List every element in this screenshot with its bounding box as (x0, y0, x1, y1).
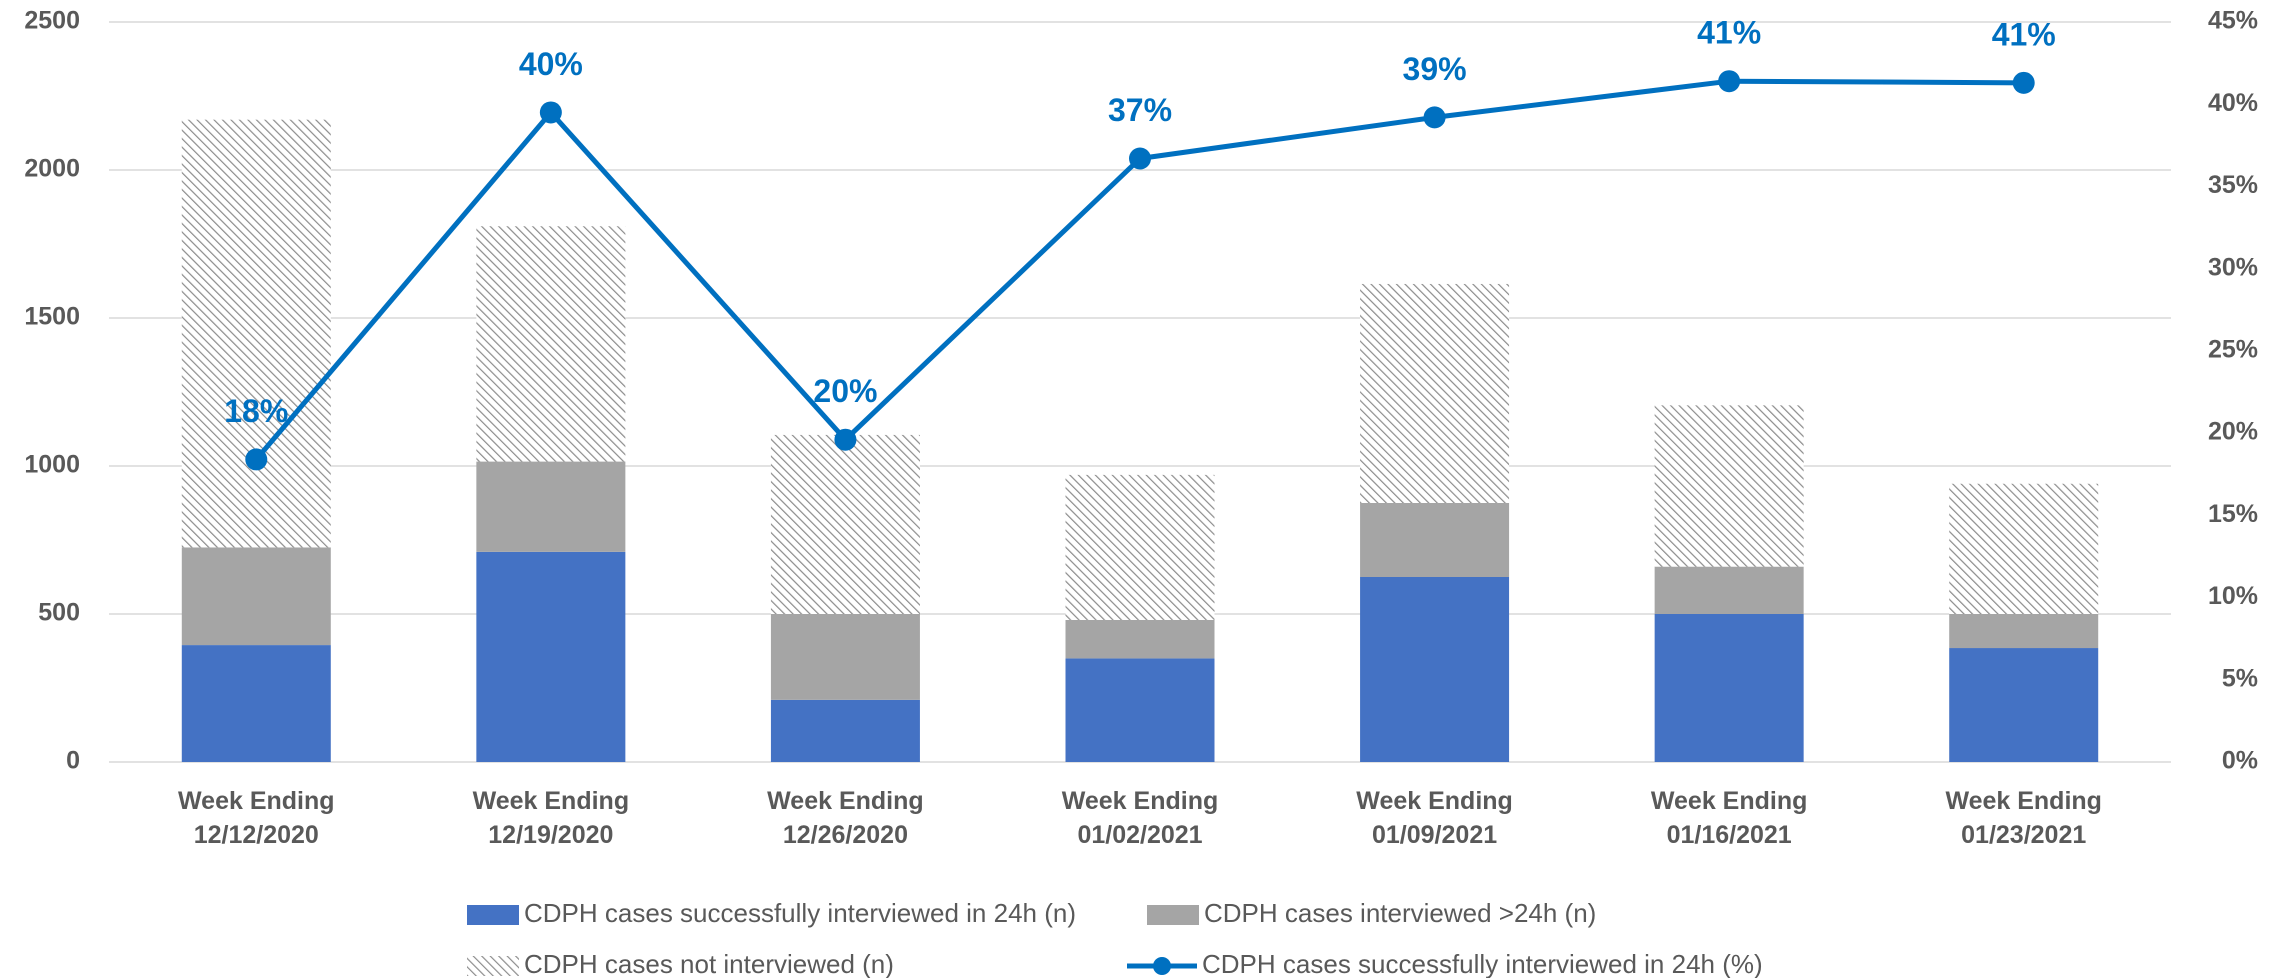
y2-tick-label: 15% (2208, 500, 2258, 528)
bar (770, 699, 920, 762)
data-label: 39% (1403, 51, 1467, 87)
y-tick-label: 1000 (24, 451, 80, 479)
point (2012, 71, 2035, 94)
data-label: 20% (813, 373, 877, 409)
bar (1654, 614, 1804, 762)
legend-swatch (467, 905, 519, 925)
legend-label: CDPH cases interviewed >24h (n) (1204, 898, 1596, 928)
legend-item: CDPH cases interviewed >24h (n) (1147, 898, 1596, 928)
legend-swatch (467, 956, 519, 976)
y2-tick-label: 20% (2208, 418, 2258, 446)
x-tick-label: Week Ending 12/26/2020 (767, 787, 924, 849)
legend-item: CDPH cases not interviewed (n) (467, 949, 894, 978)
bar (1065, 619, 1215, 659)
bar (1949, 614, 2099, 649)
bar (1065, 658, 1215, 762)
x-tick-label: Week Ending 01/09/2021 (1356, 787, 1513, 849)
legend-item: CDPH cases successfully interviewed in 2… (467, 898, 1076, 928)
data-label: 18% (224, 393, 288, 429)
y2-tick-label: 25% (2208, 335, 2258, 363)
y2-tick-label: 35% (2208, 171, 2258, 199)
y-tick-label: 500 (38, 599, 80, 627)
point (1718, 70, 1741, 93)
legend-swatch (1147, 905, 1199, 925)
data-label: 40% (519, 46, 583, 82)
x-tick-label: Week Ending 01/02/2021 (1061, 787, 1219, 849)
bar (1949, 483, 2099, 614)
y-tick-label: 2000 (24, 155, 80, 183)
legend-label: CDPH cases not interviewed (n) (524, 949, 894, 978)
bar (181, 645, 331, 762)
data-label: 37% (1108, 92, 1172, 128)
grid (109, 21, 2171, 763)
bar (181, 119, 331, 548)
y-tick-label: 1500 (24, 303, 80, 331)
y-tick-label: 2500 (24, 7, 80, 35)
bar (770, 434, 920, 614)
data-label: 41% (1697, 15, 1761, 51)
bar (1654, 405, 1804, 567)
bar (1949, 648, 2099, 762)
bar (181, 547, 331, 646)
bar (770, 614, 920, 700)
y2-tick-label: 10% (2208, 582, 2258, 610)
data-label: 41% (1992, 16, 2056, 52)
bar (1654, 566, 1804, 614)
y2-tick-label: 0% (2222, 747, 2258, 775)
bar (476, 226, 626, 462)
legend-label: CDPH cases successfully interviewed in 2… (1202, 949, 1763, 978)
y-tick-label: 0 (66, 747, 80, 775)
legend-label: CDPH cases successfully interviewed in 2… (524, 898, 1076, 928)
bar (476, 461, 626, 552)
x-tick-label: Week Ending 12/12/2020 (178, 787, 335, 849)
y2-tick-label: 5% (2222, 664, 2258, 692)
point (539, 101, 562, 124)
bar (476, 551, 626, 762)
legend-swatch (1153, 957, 1171, 975)
y2-tick-label: 30% (2208, 253, 2258, 281)
point (1129, 147, 1151, 170)
x-tick-label: Week Ending 01/16/2021 (1650, 787, 1808, 849)
legend-item: CDPH cases successfully interviewed in 2… (1127, 949, 1763, 978)
point (1423, 106, 1446, 129)
bar (1065, 474, 1215, 620)
bar (1360, 283, 1510, 503)
point (834, 428, 857, 451)
y2-tick-label: 45% (2208, 7, 2258, 35)
x-tick-label: Week Ending 12/19/2020 (472, 787, 630, 849)
bar (1360, 577, 1510, 762)
bar (1360, 503, 1510, 577)
y2-tick-label: 40% (2208, 89, 2258, 117)
x-tick-label: Week Ending 01/23/2021 (1945, 787, 2102, 849)
point (245, 448, 268, 471)
